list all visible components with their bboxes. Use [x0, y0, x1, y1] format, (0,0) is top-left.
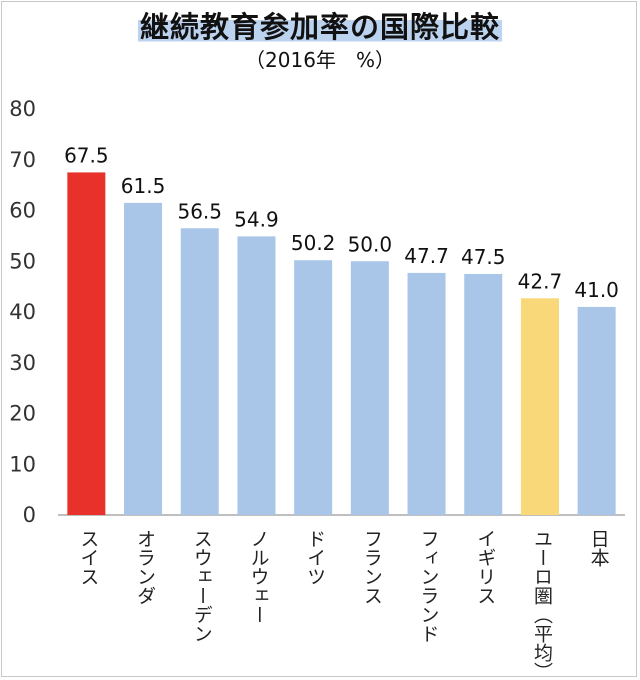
y-tick-label: 0	[23, 503, 36, 527]
data-label: 50.0	[348, 232, 393, 256]
x-axis-categories: スイス オランダ スウェーデン ノルウェー ドイツ フランス フィンランド イギリス ユーロ圏（…	[77, 529, 609, 680]
x-category-label: ユーロ圏（平均）	[531, 529, 553, 680]
data-labels: 67.5 61.5 56.5 54.9 50.2 50.0 47.7 47.5 42.7 41.0	[64, 143, 619, 301]
data-label: 50.2	[291, 231, 336, 255]
bar	[350, 261, 389, 515]
x-category-label: スイス	[77, 529, 99, 586]
y-tick-label: 30	[9, 351, 36, 375]
bar	[520, 298, 559, 515]
data-label: 47.5	[461, 245, 506, 269]
bar	[67, 172, 106, 515]
x-category-label: ノルウェー	[247, 529, 269, 624]
chart-title: 継続教育参加率の国際比較	[137, 10, 502, 44]
x-category-label: フランス	[361, 529, 383, 605]
data-label: 47.7	[404, 244, 449, 268]
bar	[124, 202, 163, 515]
data-label: 42.7	[518, 269, 563, 293]
bar	[577, 306, 616, 515]
bar	[237, 236, 276, 515]
x-category-label: 日本	[588, 529, 610, 567]
x-category-label: オランダ	[134, 529, 156, 605]
y-tick-label: 80	[9, 97, 36, 121]
x-category-label: イギリス	[474, 529, 496, 605]
bar	[294, 260, 333, 515]
data-label: 41.0	[574, 278, 619, 302]
y-tick-label: 40	[9, 300, 36, 324]
x-category-label: スウェーデン	[191, 529, 213, 643]
data-label: 56.5	[177, 199, 222, 223]
data-label: 61.5	[121, 174, 166, 198]
x-category-label: フィンランド	[418, 529, 440, 643]
data-label: 67.5	[64, 143, 109, 167]
y-axis: 0 10 20 30 40 50 60 70 80	[9, 97, 625, 527]
bar	[407, 272, 446, 515]
y-tick-label: 10	[9, 452, 36, 476]
x-category-label: ドイツ	[304, 529, 326, 586]
y-tick-label: 50	[9, 249, 36, 273]
y-tick-label: 60	[9, 199, 36, 223]
bar	[180, 228, 219, 515]
bar	[464, 273, 503, 515]
y-tick-label: 70	[9, 148, 36, 172]
bars	[67, 172, 616, 515]
chart-subtitle: （2016年 %）	[245, 48, 395, 72]
y-tick-label: 20	[9, 402, 36, 426]
data-label: 54.9	[234, 207, 279, 231]
